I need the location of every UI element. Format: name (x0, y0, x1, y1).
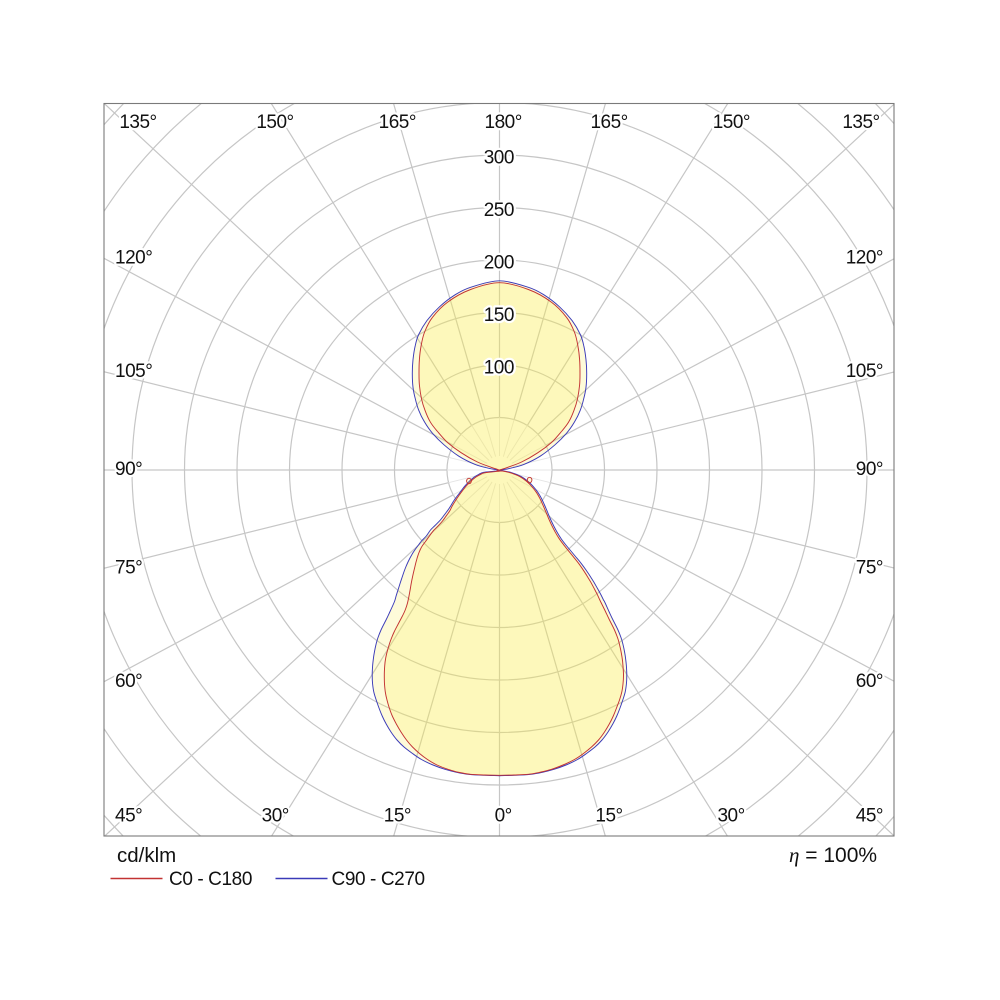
svg-text:90°: 90° (115, 459, 142, 480)
svg-text:165°: 165° (590, 112, 627, 133)
svg-text:135°: 135° (842, 112, 879, 133)
svg-text:15°: 15° (384, 806, 411, 827)
svg-text:C90 - C270: C90 - C270 (332, 869, 425, 890)
svg-text:75°: 75° (856, 557, 883, 578)
svg-text:60°: 60° (856, 671, 883, 692)
svg-text:30°: 30° (717, 806, 744, 827)
svg-text:180°: 180° (485, 112, 522, 133)
svg-text:30°: 30° (262, 806, 289, 827)
svg-text:105°: 105° (115, 361, 152, 382)
svg-text:45°: 45° (856, 806, 883, 827)
svg-text:75°: 75° (115, 557, 142, 578)
svg-text:120°: 120° (115, 247, 152, 268)
svg-text:300: 300 (484, 148, 514, 169)
svg-text:η = 100%: η = 100% (789, 843, 877, 867)
svg-text:C0 - C180: C0 - C180 (169, 869, 252, 890)
svg-text:60°: 60° (115, 671, 142, 692)
svg-text:165°: 165° (379, 112, 416, 133)
svg-text:105°: 105° (846, 361, 883, 382)
svg-text:250: 250 (484, 200, 514, 221)
svg-text:150°: 150° (256, 112, 293, 133)
svg-text:15°: 15° (595, 806, 622, 827)
svg-text:45°: 45° (115, 806, 142, 827)
svg-text:200: 200 (484, 253, 514, 274)
svg-text:0°: 0° (495, 806, 512, 827)
svg-text:150°: 150° (713, 112, 750, 133)
svg-text:100: 100 (484, 358, 514, 379)
svg-text:120°: 120° (846, 247, 883, 268)
svg-text:135°: 135° (119, 112, 156, 133)
svg-text:90°: 90° (856, 459, 883, 480)
svg-text:150: 150 (484, 305, 514, 326)
svg-text:cd/klm: cd/klm (117, 844, 176, 867)
